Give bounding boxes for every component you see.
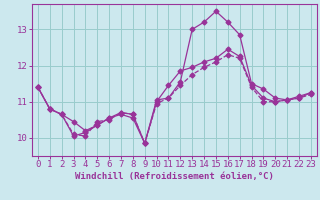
X-axis label: Windchill (Refroidissement éolien,°C): Windchill (Refroidissement éolien,°C) xyxy=(75,172,274,181)
